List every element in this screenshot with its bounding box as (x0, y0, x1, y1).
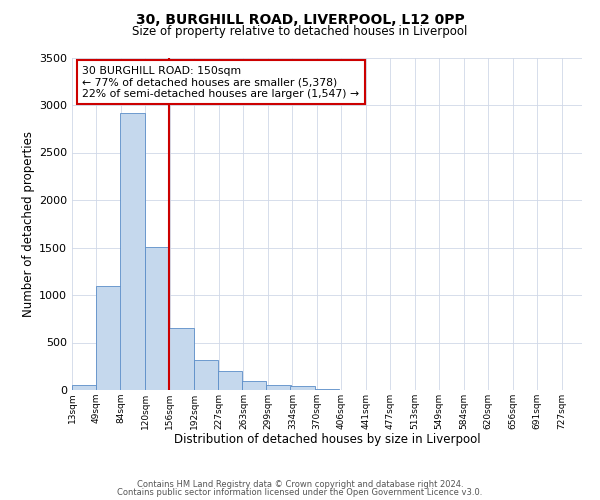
Bar (315, 388, 339, 390)
Bar (97, 286, 121, 390)
Text: Size of property relative to detached houses in Liverpool: Size of property relative to detached ho… (133, 25, 467, 38)
Bar (290, 386, 315, 390)
Text: Contains public sector information licensed under the Open Government Licence v3: Contains public sector information licen… (118, 488, 482, 497)
Bar (169, 328, 194, 390)
Bar (242, 380, 266, 390)
Bar (266, 385, 291, 390)
Text: Contains HM Land Registry data © Crown copyright and database right 2024.: Contains HM Land Registry data © Crown c… (137, 480, 463, 489)
Bar (194, 360, 218, 390)
Text: 30 BURGHILL ROAD: 150sqm
← 77% of detached houses are smaller (5,378)
22% of sem: 30 BURGHILL ROAD: 150sqm ← 77% of detach… (82, 66, 359, 99)
Bar (120, 112, 145, 390)
X-axis label: Distribution of detached houses by size in Liverpool: Distribution of detached houses by size … (173, 434, 481, 446)
Y-axis label: Number of detached properties: Number of detached properties (22, 130, 35, 317)
Text: 30, BURGHILL ROAD, LIVERPOOL, L12 0PP: 30, BURGHILL ROAD, LIVERPOOL, L12 0PP (136, 12, 464, 26)
Bar (72, 385, 97, 390)
Bar (145, 246, 169, 390)
Bar (218, 371, 242, 390)
